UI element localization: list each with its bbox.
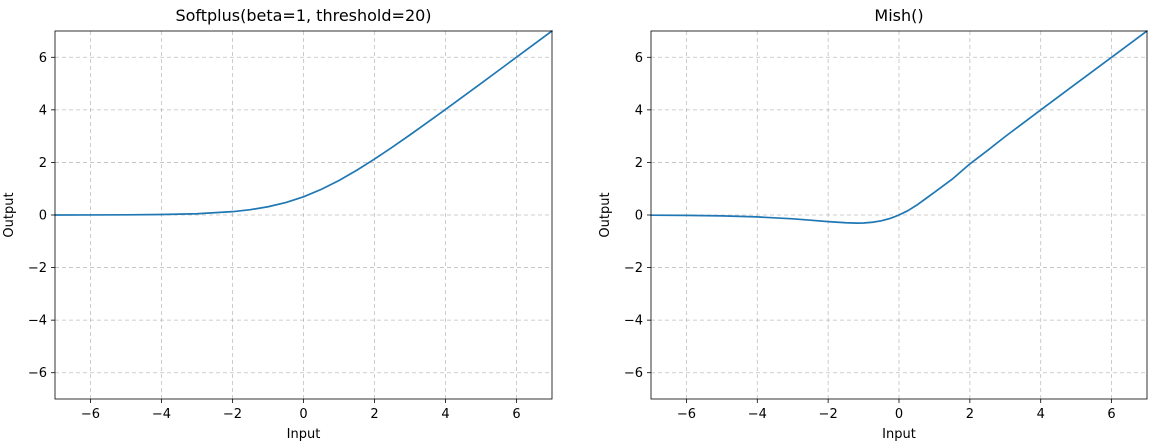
softplus-y-tick-label: −4 [28, 314, 47, 329]
mish-y-axis-label: Output [598, 192, 613, 237]
mish-y-tick-label: −4 [624, 314, 643, 329]
softplus-y-tick-label: −6 [28, 366, 47, 381]
mish-x-tick-label: 2 [966, 407, 974, 422]
mish-y-tick-label: 0 [635, 209, 643, 224]
mish-x-axis-label: Input [882, 427, 916, 442]
mish-y-tick-label: 6 [635, 51, 643, 66]
softplus-x-tick-label: 0 [299, 407, 307, 422]
softplus-x-tick-label: −6 [81, 407, 100, 422]
mish-chart: −6 −4 −2 0 2 4 6 −6 −4 −2 0 2 4 6 Mish() Input Output [598, 6, 1148, 442]
mish-x-tick-label: −4 [748, 407, 767, 422]
mish-y-tick-label: 4 [635, 103, 643, 118]
softplus-y-tick-label: 0 [39, 209, 47, 224]
mish-x-tick-label: −2 [819, 407, 838, 422]
softplus-x-tick-label: −2 [223, 407, 242, 422]
softplus-y-tick-label: 6 [39, 51, 47, 66]
softplus-x-tick-label: 6 [512, 407, 520, 422]
mish-x-tick-label: 6 [1107, 407, 1115, 422]
mish-x-tick-label: −6 [677, 407, 696, 422]
mish-y-tick-label: −2 [624, 261, 643, 276]
softplus-x-tick-label: 4 [441, 407, 449, 422]
softplus-y-tick-label: −2 [28, 261, 47, 276]
softplus-y-axis-label: Output [2, 192, 17, 237]
mish-chart-title: Mish() [874, 6, 923, 25]
softplus-y-tick-label: 4 [39, 103, 47, 118]
mish-x-tick-label: 4 [1037, 407, 1045, 422]
mish-x-tick-label: 0 [895, 407, 903, 422]
softplus-y-tick-label: 2 [39, 156, 47, 171]
softplus-series-line [54, 30, 553, 216]
mish-y-tick-label: −6 [624, 366, 643, 381]
softplus-x-tick-label: 2 [370, 407, 378, 422]
softplus-x-axis-label: Input [287, 427, 321, 442]
mish-series-line [650, 30, 1148, 224]
softplus-chart-title: Softplus(beta=1, threshold=20) [175, 6, 431, 25]
softplus-chart: −6 −4 −2 0 2 4 6 −6 −4 −2 0 2 4 6 Softplus(beta=1, thr… [2, 6, 553, 442]
softplus-x-tick-label: −4 [152, 407, 171, 422]
mish-y-tick-label: 2 [635, 156, 643, 171]
